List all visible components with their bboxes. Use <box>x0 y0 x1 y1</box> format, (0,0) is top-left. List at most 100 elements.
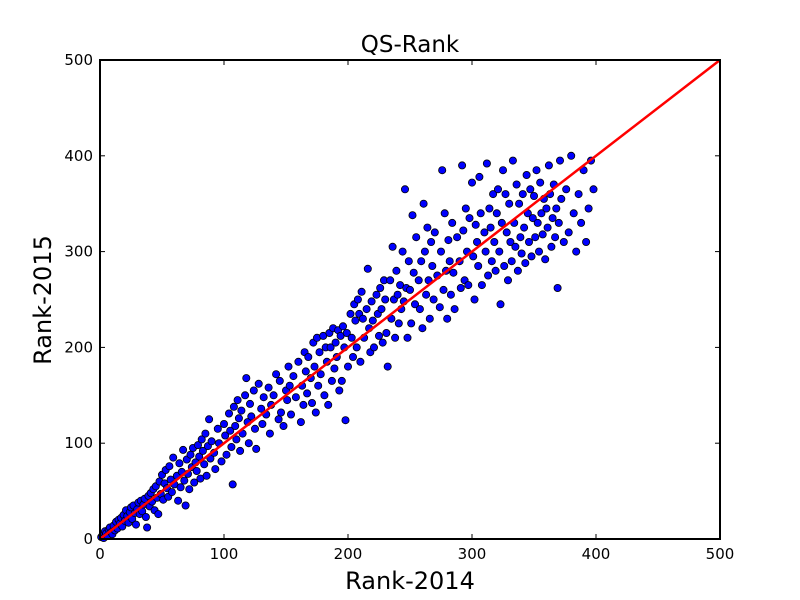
data-point <box>443 314 452 323</box>
data-point <box>438 166 447 175</box>
data-point <box>347 333 356 342</box>
x-tick-label: 100 <box>210 545 239 563</box>
data-point <box>572 247 581 256</box>
data-point <box>219 419 228 428</box>
data-point <box>299 400 308 409</box>
data-point <box>497 218 506 227</box>
data-point <box>213 424 222 433</box>
data-point <box>430 228 439 237</box>
data-point <box>415 305 424 314</box>
data-point <box>458 161 467 170</box>
data-point <box>450 305 459 314</box>
data-point <box>227 442 236 451</box>
data-point <box>584 204 593 213</box>
data-point <box>507 257 516 266</box>
data-point <box>324 400 333 409</box>
data-point <box>175 459 184 468</box>
data-point <box>489 190 498 199</box>
data-point <box>185 485 194 494</box>
data-point <box>569 209 578 218</box>
data-point <box>307 398 316 407</box>
data-point <box>444 236 453 245</box>
data-point <box>372 290 381 299</box>
y-tick-label: 0 <box>83 530 93 548</box>
data-point <box>285 381 294 390</box>
data-point <box>376 283 385 292</box>
data-point <box>461 204 470 213</box>
y-tick-label: 500 <box>64 51 93 69</box>
data-point <box>543 223 552 232</box>
data-point <box>542 204 551 213</box>
data-point <box>493 185 502 194</box>
data-point <box>368 316 377 325</box>
data-point <box>537 209 546 218</box>
data-point <box>181 501 190 510</box>
data-point <box>338 322 347 331</box>
data-point <box>435 303 444 312</box>
data-point <box>233 396 242 405</box>
data-point <box>205 415 214 424</box>
data-point <box>195 452 204 461</box>
data-point <box>446 290 455 299</box>
data-point <box>567 151 576 160</box>
data-point <box>398 247 407 256</box>
y-tick-label: 200 <box>64 338 93 356</box>
data-point <box>343 362 352 371</box>
data-point <box>400 185 409 194</box>
data-point <box>552 204 561 213</box>
data-point <box>337 376 346 385</box>
data-point <box>496 300 505 309</box>
data-point <box>425 314 434 323</box>
data-point <box>412 233 421 242</box>
data-point <box>407 319 416 328</box>
x-tick-label: 0 <box>95 545 105 563</box>
data-point <box>221 431 230 440</box>
data-point <box>310 362 319 371</box>
data-point <box>342 328 351 337</box>
data-point <box>326 343 335 352</box>
data-point <box>522 170 531 179</box>
data-points <box>97 151 598 543</box>
data-point <box>301 367 310 376</box>
data-point <box>491 266 500 275</box>
data-point <box>291 393 300 402</box>
data-point <box>554 218 563 227</box>
data-point <box>531 233 540 242</box>
data-point <box>331 338 340 347</box>
data-point <box>197 435 206 444</box>
data-point <box>427 237 436 246</box>
data-point <box>409 268 418 277</box>
data-point <box>393 290 402 299</box>
x-tick-label: 500 <box>706 545 735 563</box>
chart-title: QS-Rank <box>361 32 460 58</box>
data-point <box>352 343 361 352</box>
data-point <box>258 419 267 428</box>
data-point <box>283 396 292 405</box>
data-point <box>533 218 542 227</box>
data-point <box>512 180 521 189</box>
data-point <box>391 333 400 342</box>
data-point <box>259 393 268 402</box>
data-point <box>386 276 395 285</box>
data-point <box>423 223 432 232</box>
data-point <box>198 446 207 455</box>
data-point <box>351 316 360 325</box>
data-point <box>490 237 499 246</box>
data-point <box>538 230 547 239</box>
data-point <box>464 281 473 290</box>
data-point <box>564 228 573 237</box>
data-point <box>165 462 174 471</box>
data-point <box>501 190 510 199</box>
data-point <box>467 178 476 187</box>
data-point <box>383 362 392 371</box>
data-point <box>535 247 544 256</box>
data-point <box>520 223 529 232</box>
data-point <box>465 214 474 223</box>
data-point <box>346 309 355 318</box>
data-point <box>353 295 362 304</box>
data-point <box>394 319 403 328</box>
data-point <box>414 276 423 285</box>
data-point <box>498 166 507 175</box>
data-point <box>422 290 431 299</box>
